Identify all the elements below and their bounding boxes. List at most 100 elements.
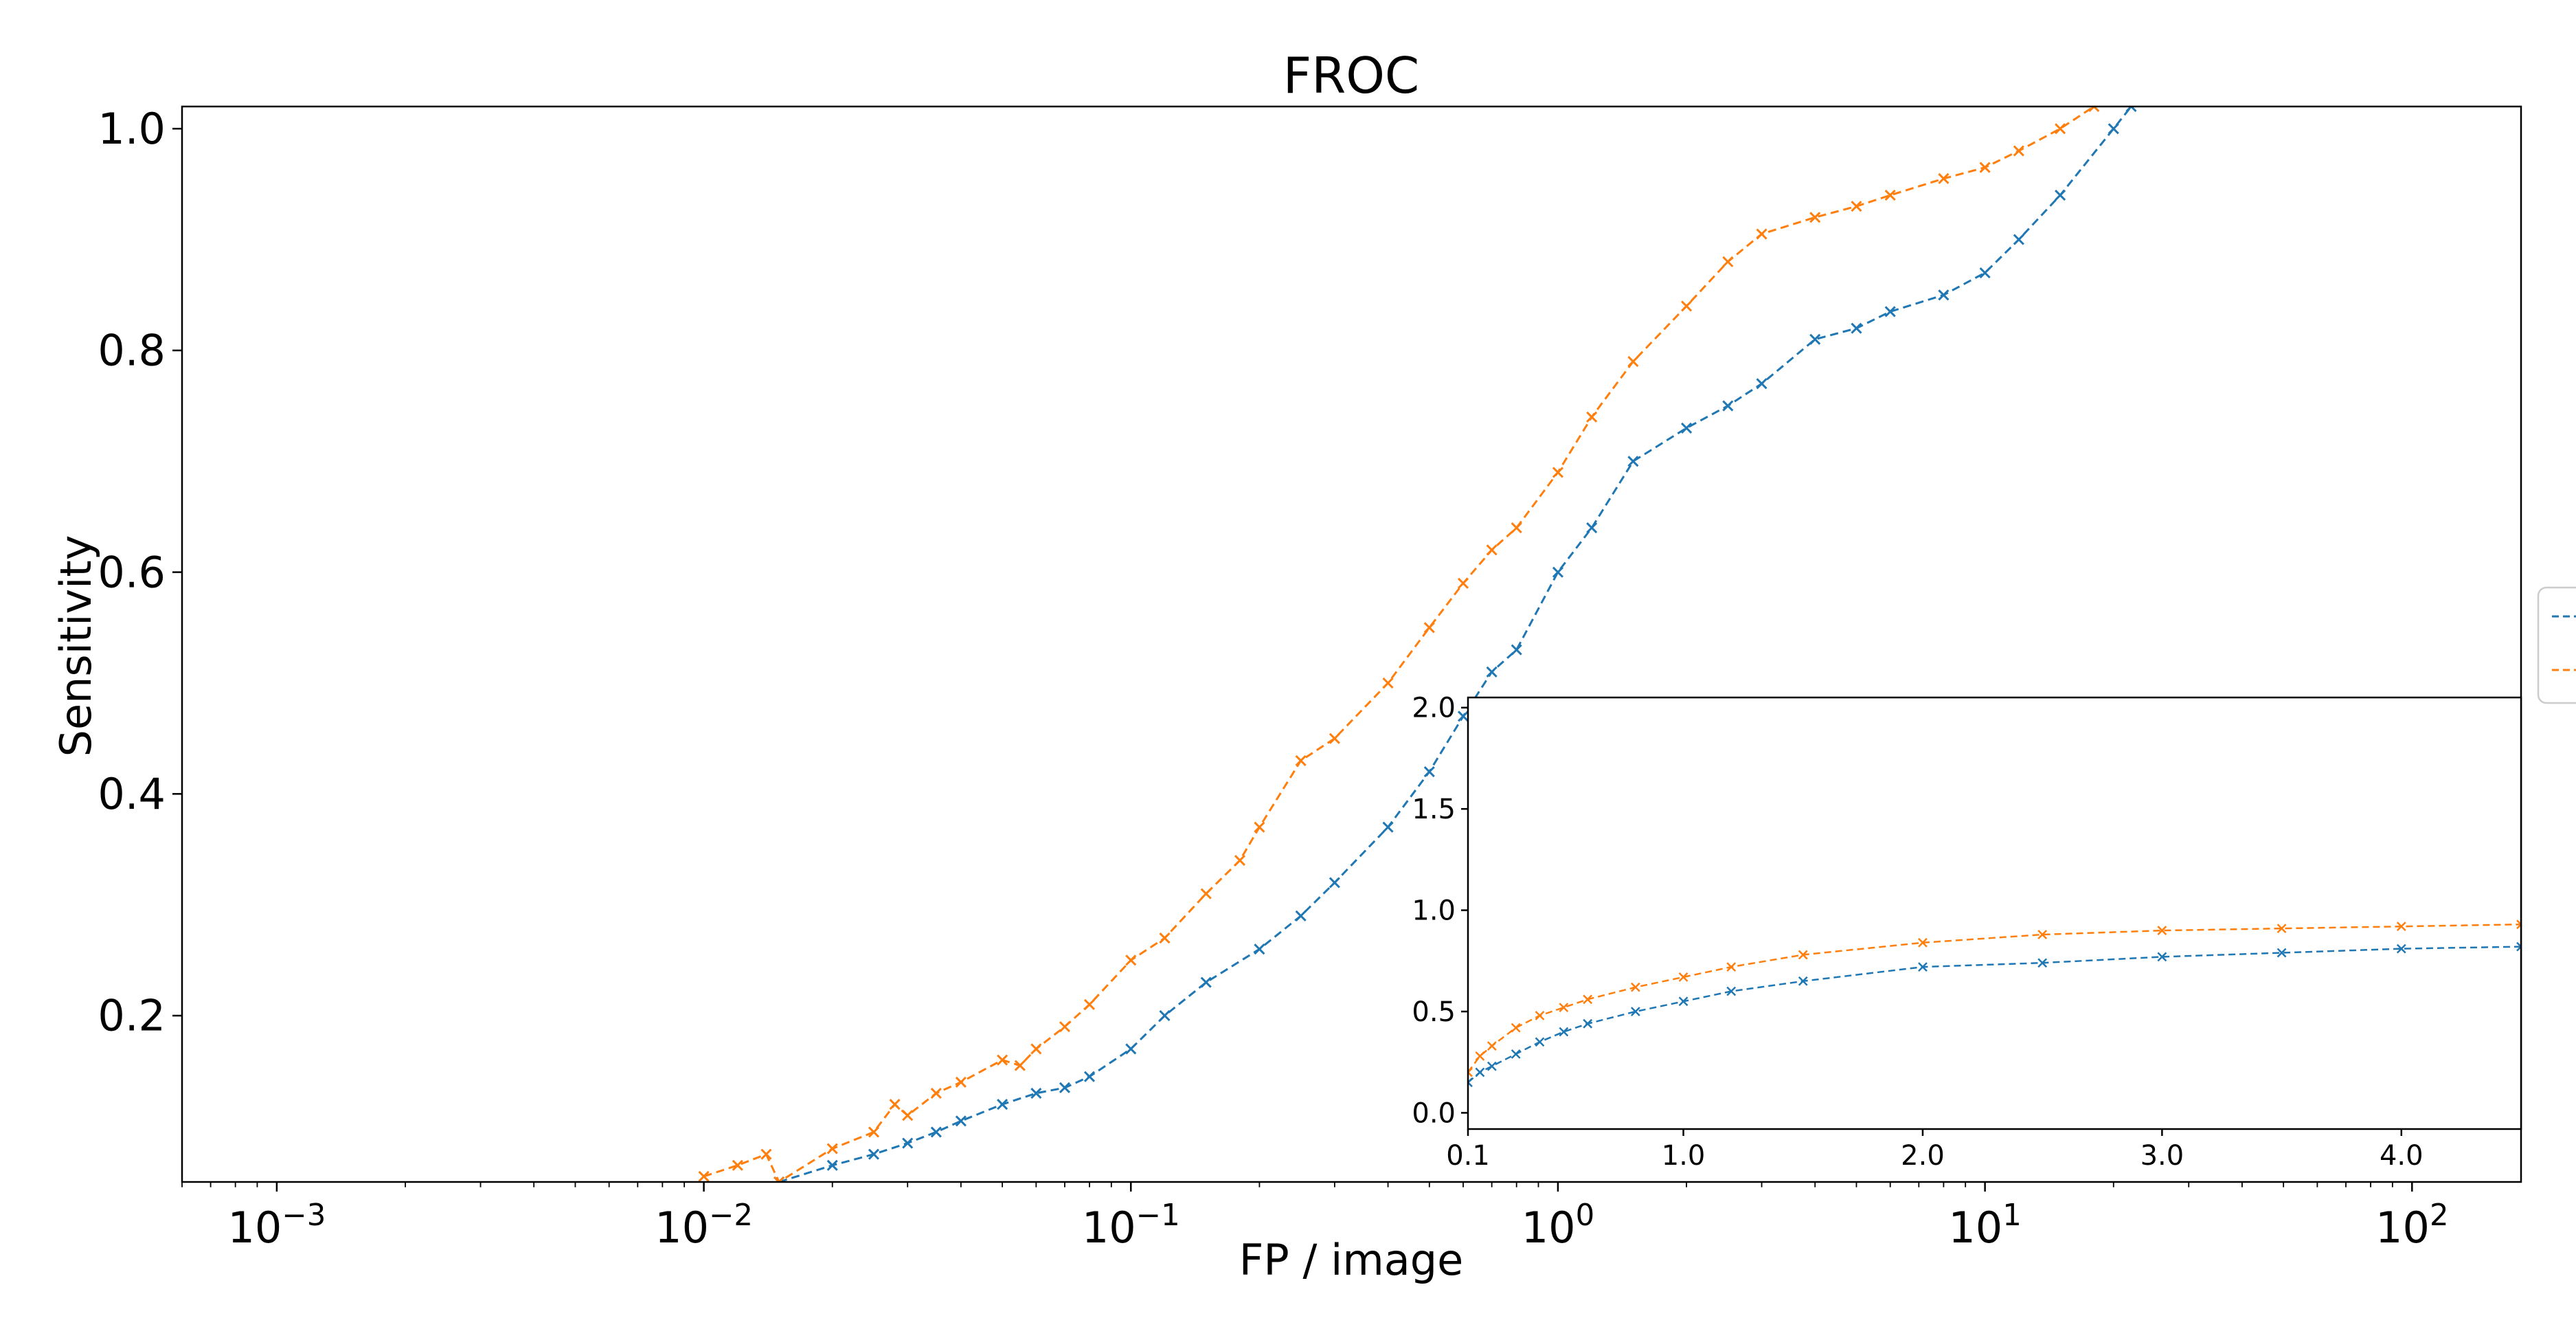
main-series-1-point-2 [826, 1159, 838, 1171]
main-series-2-point-28 [1552, 467, 1564, 478]
inset-series-1-point-4 [1511, 1049, 1521, 1059]
main-series-2-point-9 [930, 1087, 942, 1099]
main-series-2-point-29 [1586, 411, 1598, 423]
inset-y-tick-label: 1.0 [1412, 895, 1456, 927]
inset-series-2-point-12 [1918, 937, 1928, 948]
main-series-1-point-6 [955, 1115, 967, 1127]
inset-x-ticks: 0.1 1.0 2.0 3.0 4.0 [1446, 1129, 2424, 1172]
main-series-1-point-20 [1486, 666, 1498, 678]
inset-series-2-point-3 [1487, 1041, 1497, 1051]
main-series-1-point-31 [1938, 289, 1950, 301]
main-series-2-point-34 [1809, 212, 1821, 223]
main-series-1-point-25 [1681, 422, 1693, 434]
main-series-2-point-11 [997, 1054, 1008, 1066]
inset-series-1-point-2 [1475, 1067, 1485, 1077]
main-series-1-point-27 [1756, 378, 1767, 390]
main-series-1-point-28 [1809, 333, 1821, 345]
inset-series-1-point-5 [1535, 1037, 1545, 1047]
main-series-2-point-41 [2088, 107, 2100, 113]
inset-series-2-point-14 [2157, 926, 2167, 935]
main-series-2-point-23 [1382, 677, 1394, 689]
main-series-1-point-35 [2108, 123, 2119, 135]
main-series-1-point-30 [1884, 306, 1896, 317]
main-series-1-point-15 [1295, 910, 1307, 922]
main-series-2-point-14 [1059, 1021, 1071, 1033]
main-series-2-point-8 [902, 1110, 914, 1121]
main-series-2-point-40 [2055, 123, 2066, 135]
main-series-1-point-36 [2125, 107, 2137, 113]
main-series-1-point-5 [930, 1126, 942, 1138]
inset-y-tick-label: 2.0 [1412, 693, 1456, 724]
inset-y-tick-label: 1.5 [1412, 794, 1456, 825]
main-series-1-point-13 [1200, 976, 1212, 988]
main-series-1-point-24 [1627, 456, 1639, 467]
y-axis-label: Sensitivity [51, 535, 101, 757]
inset-series-2-point-16 [2396, 922, 2406, 932]
legend-frame [2537, 586, 2576, 704]
main-series-1-point-19 [1457, 711, 1469, 722]
main-y-tick-label: 0.2 [98, 991, 166, 1041]
x-axis-label: FP / image [1239, 1235, 1463, 1285]
main-series-2-point-30 [1627, 356, 1639, 368]
main-series-1-line [778, 107, 2132, 1182]
main-chart: FROC 10−3 10−2 10−1 100 101 102 0.2 0.4 0.6 0.8 1… [51, 47, 2522, 1285]
main-series-2-point-21 [1295, 755, 1307, 766]
main-y-ticks: 0.2 0.4 0.6 0.8 1.0 [98, 104, 182, 1041]
main-y-tick-label: 1.0 [98, 104, 166, 154]
inset-y-tick-label: 0.5 [1412, 996, 1456, 1028]
main-series-2-point-15 [1083, 998, 1096, 1010]
inset-series-2-point-11 [1798, 950, 1808, 960]
main-series-1-point-22 [1552, 566, 1564, 578]
main-series-2-point-35 [1851, 201, 1862, 212]
legend [2537, 586, 2576, 704]
main-series-1-point-21 [1511, 644, 1522, 656]
inset-x-tick-label: 4.0 [2380, 1140, 2424, 1172]
main-x-tick-label: 10−2 [655, 1198, 753, 1253]
main-series-1-point-3 [868, 1148, 880, 1160]
main-x-tick-label: 10−1 [1082, 1198, 1180, 1253]
inset-series-1-point-17 [2516, 941, 2521, 952]
main-series-1-point-33 [2013, 234, 2024, 245]
main-series-2-point-38 [1979, 161, 1991, 173]
main-series-2-point-19 [1234, 855, 1246, 867]
inset-chart: 0.1 1.0 2.0 3.0 4.0 0.0 0.5 1.0 1.5 2.0 [1412, 693, 2522, 1172]
main-series-1-point-12 [1159, 1009, 1171, 1022]
main-series-2-point-22 [1329, 733, 1340, 744]
main-series-2-point-39 [2013, 145, 2024, 157]
inset-series-2-point-4 [1511, 1023, 1521, 1033]
main-series-1-point-18 [1423, 766, 1435, 778]
main-y-tick-label: 0.4 [98, 769, 166, 819]
inset-series-2-point-8 [1631, 982, 1640, 992]
main-x-tick-label: 102 [2375, 1198, 2449, 1253]
inset-series-2-point-5 [1535, 1011, 1545, 1020]
inset-x-tick-label: 1.0 [1662, 1140, 1706, 1172]
main-series-layer [698, 107, 2137, 1182]
main-series-1-point-8 [1030, 1087, 1042, 1099]
main-series-1-point-7 [997, 1098, 1008, 1110]
inset-series-2-point-9 [1678, 972, 1688, 982]
inset-series-2-point-15 [2276, 924, 2287, 933]
main-series-2-point-16 [1125, 954, 1137, 966]
inset-series-2-point-10 [1726, 962, 1737, 972]
inset-series-layer [1468, 919, 2521, 1088]
main-y-tick-label: 0.8 [98, 326, 166, 376]
inset-series-2-point-2 [1475, 1051, 1485, 1061]
inset-series-1-point-14 [2157, 952, 2167, 962]
main-series-2-point-37 [1938, 172, 1950, 184]
inset-x-tick-label: 3.0 [2140, 1140, 2184, 1172]
main-series-2-point-4 [773, 1176, 785, 1182]
inset-series-2-point-17 [2516, 919, 2521, 930]
main-x-tick-label: 10−3 [227, 1198, 326, 1253]
main-series-2-point-27 [1511, 522, 1522, 534]
inset-series-1-point-1 [1468, 1077, 1473, 1088]
chart-title: FROC [1283, 47, 1419, 104]
main-series-1-point-14 [1254, 943, 1265, 955]
main-series-2-point-33 [1756, 228, 1767, 240]
main-series-1-point-29 [1851, 322, 1862, 334]
main-plot-frame [181, 105, 2522, 1183]
main-series-2-point-17 [1159, 932, 1171, 944]
main-series-1-point-34 [2055, 190, 2066, 201]
inset-series-2-point-13 [2037, 930, 2048, 939]
